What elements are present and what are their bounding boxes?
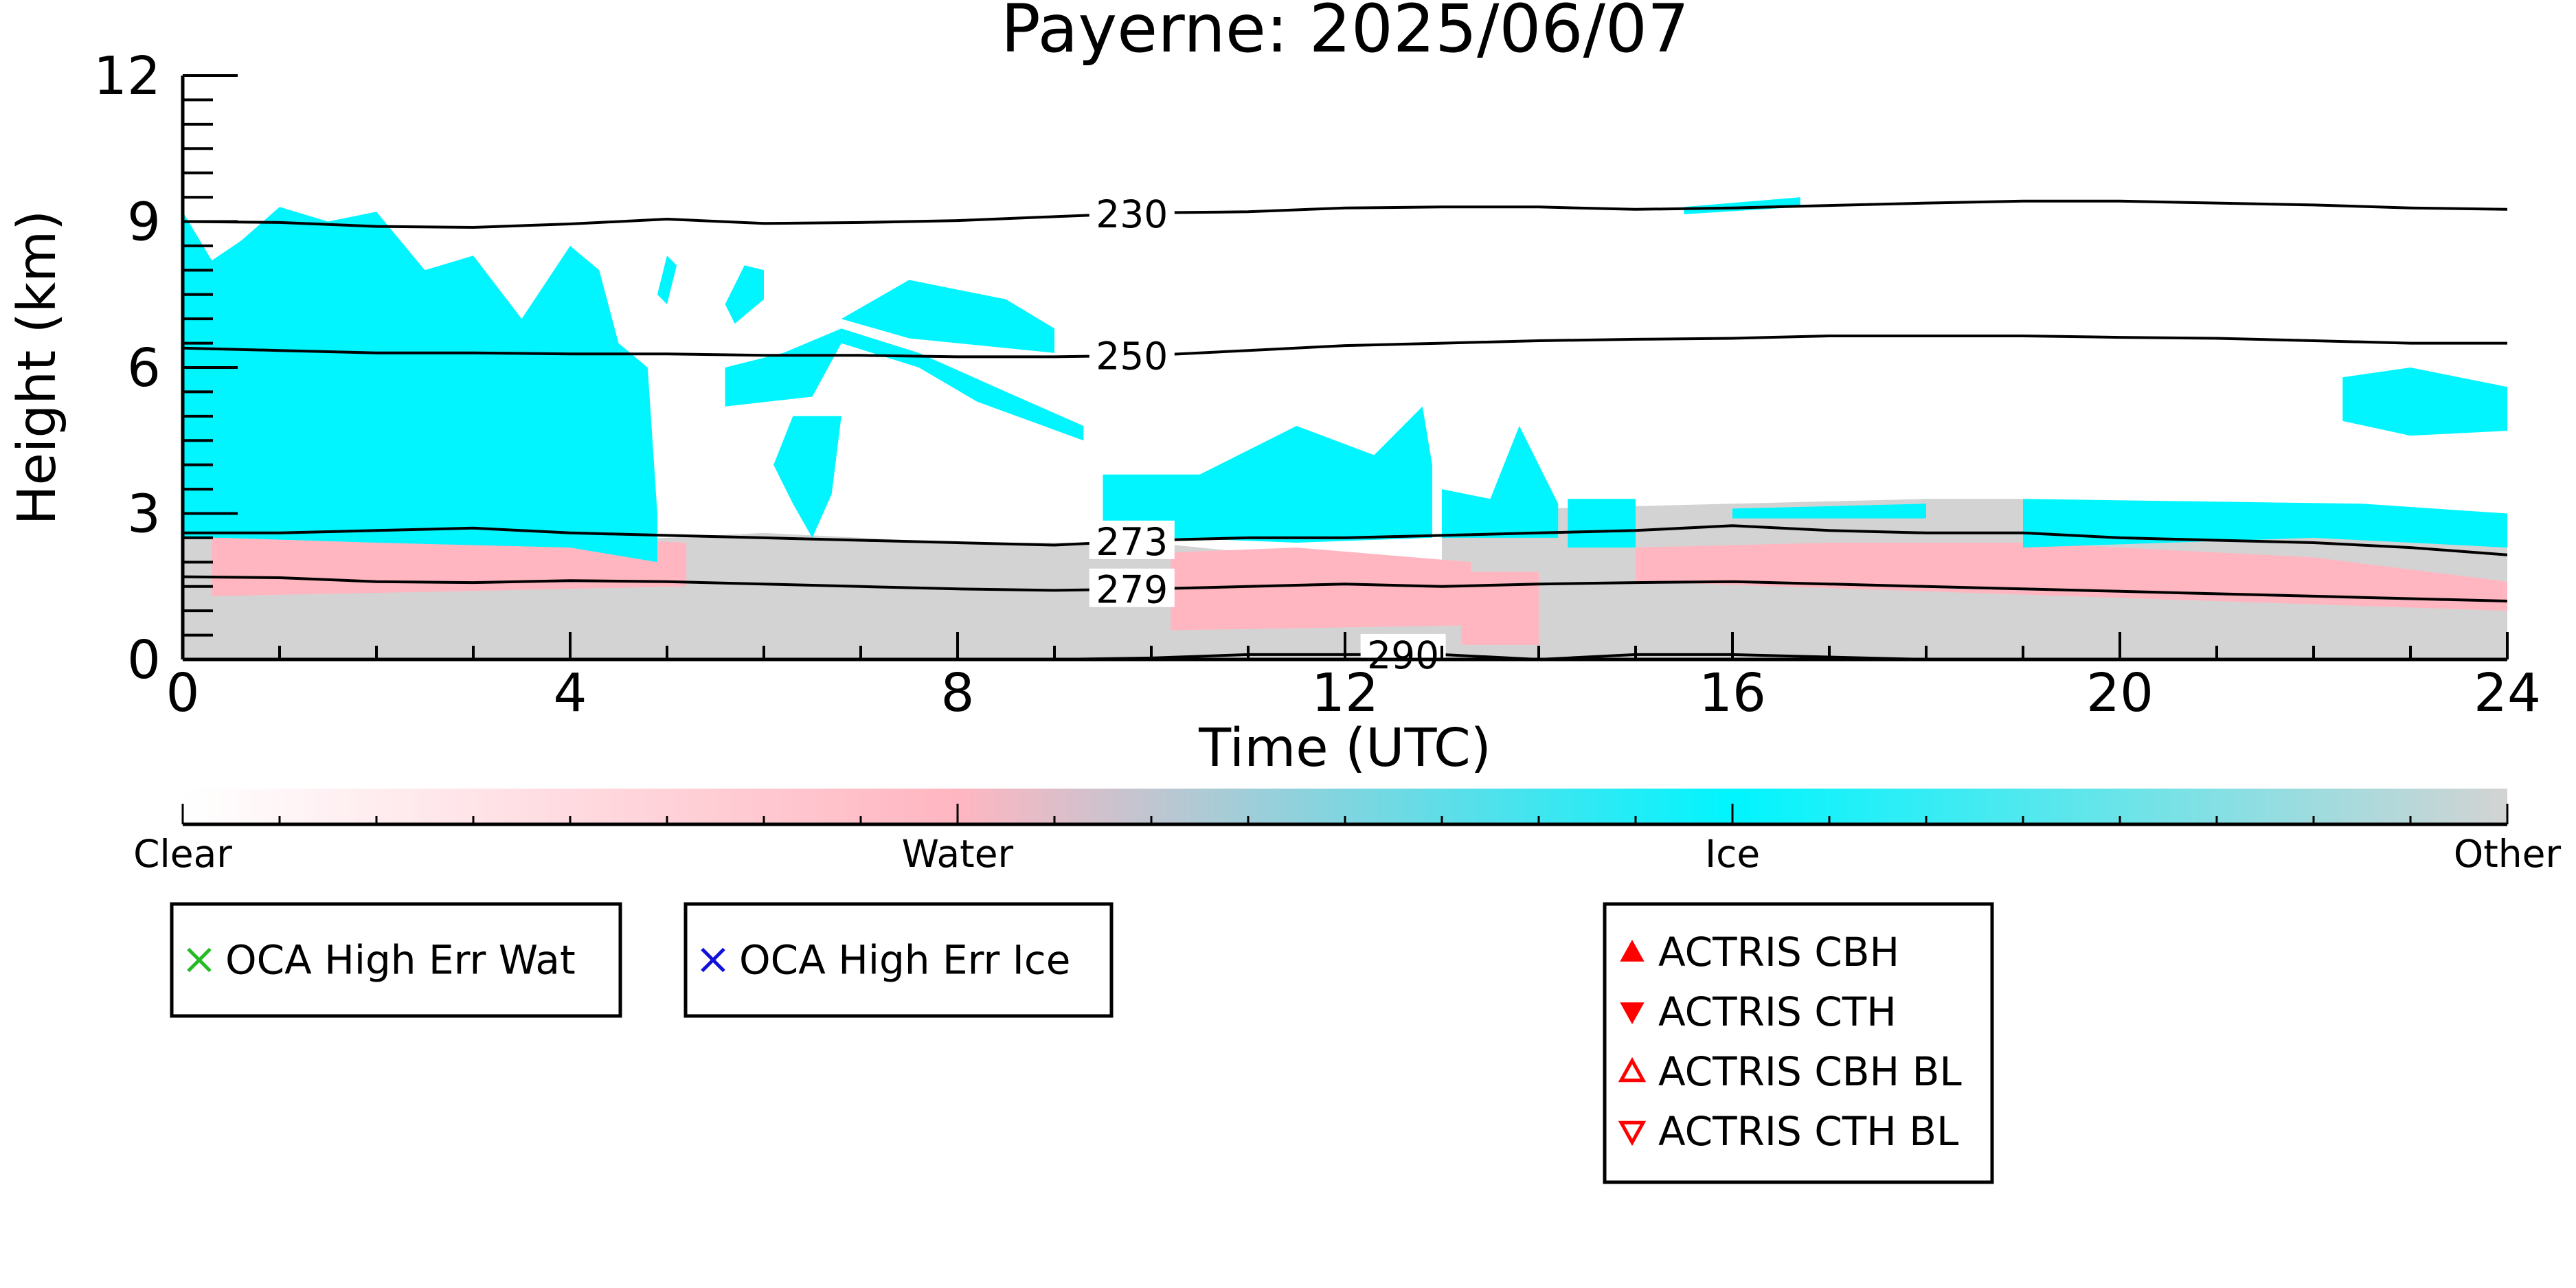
legend-frame	[170, 902, 622, 1018]
contour-label-279: 279	[1096, 568, 1168, 612]
region-ice-18	[1684, 197, 1800, 214]
legend-label: OCA High Err Ice	[739, 937, 1070, 984]
region-water-5	[1636, 543, 2507, 611]
y-tick-label: 12	[93, 46, 161, 107]
contour-label-bg-273	[1089, 520, 1175, 559]
legend-box-1: OCA High Err Wat	[170, 902, 622, 1018]
x-tick-label: 16	[1699, 663, 1766, 724]
colorbar-label-water: Water	[902, 832, 1014, 876]
region-ice-16	[2023, 499, 2507, 548]
legend-label: ACTRIS CBH BL	[1658, 1048, 1962, 1095]
x-tick-label: 12	[1311, 663, 1379, 724]
region-water-3	[1171, 547, 1471, 631]
legend-marker-triangle-down	[1618, 1120, 1647, 1146]
colorbar-ticks	[181, 804, 2509, 824]
contour-label-bg-279	[1089, 568, 1175, 607]
x-tick-label: 0	[166, 663, 200, 724]
region-ice-13	[1442, 426, 1559, 538]
legend-label: ACTRIS CTH	[1658, 988, 1897, 1035]
contour-label-250: 250	[1096, 335, 1168, 379]
colorbar-label-other: Other	[2454, 832, 2562, 876]
temperature-contours	[183, 199, 2507, 659]
region-ice-12	[1103, 406, 1432, 543]
x-tick-label: 4	[554, 663, 587, 724]
legends: OCA High Err Wat OCA High Err Ice ACTRIS C…	[170, 902, 1994, 1184]
region-water-4	[1461, 572, 1539, 645]
y-ticks: 0 3 6 9 12	[93, 46, 238, 691]
colorbar-label-ice: Ice	[1705, 832, 1760, 876]
legend-marker-triangle-up	[1618, 1057, 1647, 1083]
chart-title: Payerne: 2025/06/07	[1001, 0, 1689, 67]
y-axis-label: Height (km)	[7, 210, 68, 526]
contour-line-230	[183, 199, 2507, 229]
legend-frame	[1603, 902, 1994, 1184]
y-tick-label: 3	[127, 484, 161, 545]
region-ice-6	[183, 207, 657, 563]
legend-box-3: ACTRIS CBH ACTRIS CTH ACTRIS CBH BL ACTRIS …	[1603, 902, 1994, 1184]
y-tick-label: 0	[127, 630, 161, 691]
legend-frame	[683, 902, 1114, 1018]
legend-marker-triangle-up	[1620, 939, 1645, 962]
classification-regions	[183, 197, 2507, 659]
x-tick-label: 8	[941, 663, 975, 724]
contour-label-290: 290	[1367, 633, 1439, 677]
legend-marker-triangle-down	[1620, 1002, 1645, 1025]
x-ticks: 0 4 8 12 16 20 24	[166, 632, 2541, 724]
region-ice-15	[1732, 504, 1926, 519]
legend-label: ACTRIS CBH	[1658, 929, 1899, 975]
x-axis-label: Time (UTC)	[1198, 718, 1491, 779]
contour-line-273	[183, 524, 2507, 556]
y-tick-label: 6	[127, 338, 161, 399]
region-ice-11	[841, 280, 1054, 353]
contour-label-bg-230	[1089, 192, 1175, 231]
legend-label: OCA High Err Wat	[225, 937, 576, 984]
contour-line-279	[183, 575, 2507, 602]
contour-line-290	[1054, 653, 1927, 659]
region-ice-10	[773, 416, 841, 538]
legend-marker-x	[187, 947, 212, 973]
region-ice-17	[2342, 368, 2507, 436]
legend-label: ACTRIS CTH BL	[1658, 1108, 1958, 1155]
region-ice-14	[1568, 499, 1636, 548]
contour-label-273: 273	[1096, 520, 1168, 564]
colorbar-label-clear: Clear	[133, 832, 232, 876]
x-tick-label: 20	[2086, 663, 2154, 724]
y-tick-label: 9	[127, 192, 161, 253]
x-tick-label: 24	[2474, 663, 2541, 724]
contour-label-bg-290	[1360, 633, 1446, 673]
colorbar-labels: Clear Water Ice Other	[133, 832, 2561, 876]
region-ice-8	[725, 265, 764, 324]
contour-label-230: 230	[1096, 192, 1168, 236]
contour-line-250	[183, 335, 2507, 359]
contour-label-bg-250	[1089, 335, 1175, 374]
legend-marker-x	[701, 947, 725, 973]
colorbar: Clear Water Ice Other	[133, 789, 2561, 876]
legend-box-2: OCA High Err Ice	[683, 902, 1114, 1018]
region-ice-7	[657, 256, 677, 304]
